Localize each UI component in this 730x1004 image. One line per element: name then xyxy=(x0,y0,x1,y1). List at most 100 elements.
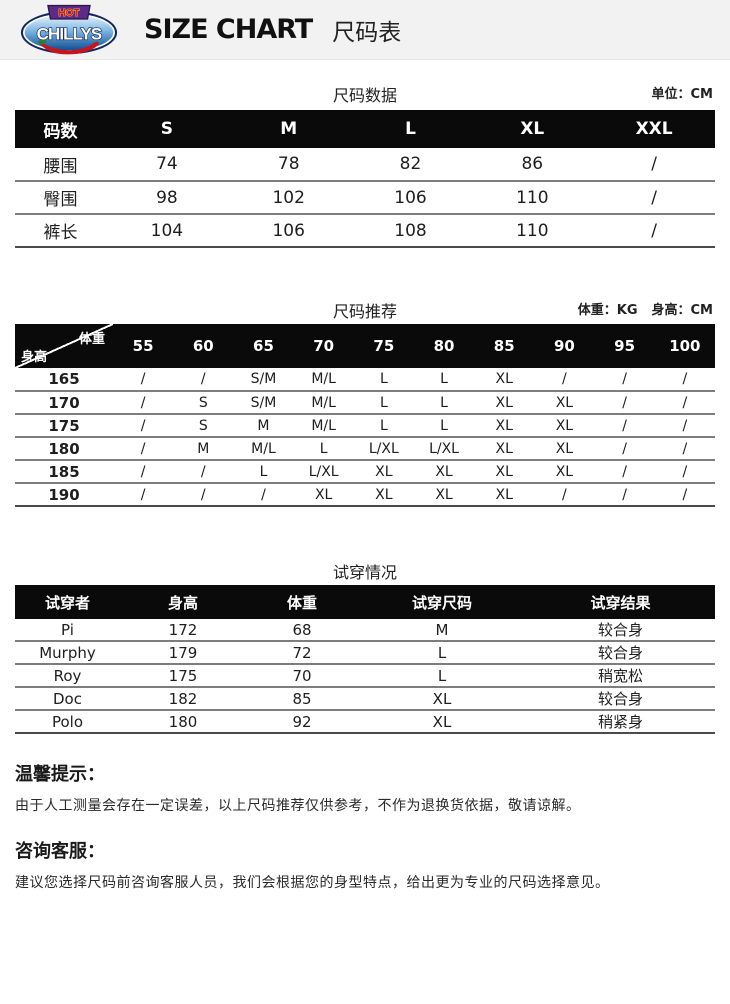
fitting-table-body: Pi 172 68 M 较合身 Murphy 179 72 L 较合身 Roy 175 70 L 稍宽松 Do… xyxy=(15,619,715,733)
recommend-size-cell: L xyxy=(379,371,388,387)
notes-section: 温馨提示： 由于人工测量会存在一定误差，以上尺码推荐仅供参考，不作为退换货依据，… xyxy=(15,760,715,892)
measure-value-cell: 98 xyxy=(156,187,178,208)
weight-column-header: 90 xyxy=(534,324,595,368)
recommend-size-cell: XL xyxy=(555,417,574,434)
measure-value-cell: 106 xyxy=(272,220,305,241)
table-row: Pi 172 68 M 较合身 xyxy=(15,619,715,641)
fitting-value-cell: L xyxy=(437,666,447,685)
table-row: Polo 180 92 XL 稍紧身 xyxy=(15,710,715,733)
fitting-section: 试穿情况 试穿者 身高 体重 试穿尺码 试穿结果 Pi 172 68 M 较合身 Murphy 17… xyxy=(15,559,715,734)
table-row: 175 / S M M/L L L XL XL / / xyxy=(15,414,715,437)
recommend-size-cell: M/L xyxy=(311,417,336,434)
height-label: 175 xyxy=(48,416,80,435)
recommend-size-cell: L/XL xyxy=(308,463,339,480)
recommend-size-cell: M/L xyxy=(251,440,276,457)
recommend-size-cell: L xyxy=(440,371,448,387)
fitting-value-cell: 72 xyxy=(292,643,312,662)
consult-service-heading: 咨询客服： xyxy=(15,841,105,862)
fitting-table: 试穿者 身高 体重 试穿尺码 试穿结果 Pi 172 68 M 较合身 Murphy 179 72 L 较… xyxy=(15,585,715,734)
recommend-size-cell: XL xyxy=(555,394,574,411)
fitting-value-cell: 稍宽松 xyxy=(597,667,643,685)
fitting-value-cell: 175 xyxy=(168,666,198,685)
measure-value-cell: 106 xyxy=(394,187,427,208)
fitting-value-cell: 68 xyxy=(292,620,312,639)
recommend-size-cell: / xyxy=(622,440,627,457)
recommend-size-cell: XL xyxy=(555,440,574,457)
recommend-size-cell: / xyxy=(682,417,688,434)
size-column-header: XXL xyxy=(593,110,715,148)
fitting-value-cell: Murphy xyxy=(39,643,96,662)
weight-column-header: 60 xyxy=(173,324,234,368)
table-row: 165 / / S/M M/L L L XL / / / xyxy=(15,368,715,391)
consult-service-block: 咨询客服： 建议您选择尺码前咨询客服人员，我们会根据您的身型特点，给出更为专业的… xyxy=(15,837,715,892)
table-row: 180 / M M/L L L/XL L/XL XL XL / / xyxy=(15,437,715,460)
recommend-size-cell: XL xyxy=(495,440,513,457)
weight-column-header: 70 xyxy=(293,324,354,368)
height-label: 165 xyxy=(48,370,80,388)
size-column-header: 码数 xyxy=(15,110,106,148)
fitting-value-cell: 180 xyxy=(168,712,198,731)
recommend-size-cell: M/L xyxy=(311,371,336,387)
size-data-title: 尺码数据 xyxy=(332,86,397,105)
size-column-header: S xyxy=(106,110,228,148)
chili-stem-icon xyxy=(37,38,48,44)
recommend-size-cell: XL xyxy=(375,463,393,480)
size-recommend-unit-label: 体重：KG 身高：CM xyxy=(578,299,713,318)
warm-tip-heading: 温馨提示： xyxy=(15,764,105,785)
recommend-size-cell: S xyxy=(198,394,208,411)
measure-value-cell: 102 xyxy=(272,187,305,208)
header-row: 试穿者 身高 体重 试穿尺码 试穿结果 xyxy=(15,585,715,619)
measure-value-cell: 108 xyxy=(394,220,427,241)
recommend-size-cell: / xyxy=(622,463,627,480)
table-row: 190 / / / XL XL XL XL / / / xyxy=(15,483,715,506)
table-row: Doc 182 85 XL 较合身 xyxy=(15,687,715,710)
warm-tip-block: 温馨提示： 由于人工测量会存在一定误差，以上尺码推荐仅供参考，不作为退换货依据，… xyxy=(15,760,715,815)
fitting-column-header: 身高 xyxy=(120,585,246,619)
fitting-value-cell: 92 xyxy=(292,712,312,731)
recommend-size-cell: / xyxy=(200,371,206,387)
size-recommend-section: 尺码推荐 体重：KG 身高：CM 体重 身高 55 60 65 70 75 80 85 90 95… xyxy=(15,298,715,507)
recommend-size-cell: M/L xyxy=(311,394,336,411)
weight-column-header: 100 xyxy=(654,324,715,368)
fitting-value-cell: 85 xyxy=(292,689,312,708)
measure-value-cell: 104 xyxy=(150,220,184,241)
recommend-size-cell: L xyxy=(259,463,268,480)
table-row: Murphy 179 72 L 较合身 xyxy=(15,641,715,664)
recommend-size-cell: / xyxy=(622,417,627,434)
table-row: 185 / / L L/XL XL XL XL XL / / xyxy=(15,460,715,483)
recommend-size-cell: / xyxy=(682,486,688,503)
fitting-value-cell: Pi xyxy=(61,620,74,639)
fitting-value-cell: Roy xyxy=(53,666,82,685)
measure-label: 臀围 xyxy=(43,190,78,210)
recommend-size-cell: / xyxy=(140,486,146,503)
recommend-size-cell: XL xyxy=(314,486,333,503)
fitting-table-head: 试穿者 身高 体重 试穿尺码 试穿结果 xyxy=(15,585,715,619)
size-data-head: 尺码数据 单位：CM xyxy=(15,82,715,105)
measure-value-cell: 82 xyxy=(399,154,422,174)
recommend-size-cell: L xyxy=(319,440,328,457)
header-row: 码数 S M L XL XXL xyxy=(15,110,715,148)
consult-service-body: 建议您选择尺码前咨询客服人员，我们会根据您的身型特点，给出更为专业的尺码选择意见… xyxy=(15,875,610,891)
logo-chillys-text: CHILLYS xyxy=(37,24,102,43)
size-recommend-table-body: 165// S/M M/L L L XL / //170/S S/M M/L L L XL XL //175… xyxy=(15,368,715,506)
fitting-value-cell: L xyxy=(437,643,447,662)
size-data-table: 码数 S M L XL XXL 腰围 74 78 82 86 / 臀围 98 102 106 110 / 裤长 10… xyxy=(15,110,715,248)
recommend-size-cell: / xyxy=(140,417,146,434)
brand-bar: HOT CHILLYS SIZE CHART 尺码表 xyxy=(0,0,730,60)
size-column-header: M xyxy=(227,110,350,148)
measure-label: 裤长 xyxy=(43,223,78,243)
recommend-size-cell: XL xyxy=(495,486,513,503)
measure-value-cell: / xyxy=(651,220,657,241)
fitting-value-cell: XL xyxy=(432,689,452,708)
recommend-size-cell: L xyxy=(379,394,388,411)
weight-column-header: 75 xyxy=(353,324,414,368)
recommend-size-cell: M xyxy=(197,440,210,457)
fitting-value-cell: M xyxy=(435,620,449,639)
logo-hot-text: HOT xyxy=(58,8,80,19)
size-column-header: XL xyxy=(471,110,594,148)
measure-value-cell: 74 xyxy=(156,154,178,174)
recommend-size-cell: / xyxy=(200,463,206,480)
hot-chillys-logo-icon: HOT CHILLYS xyxy=(20,4,118,54)
fitting-value-cell: 较合身 xyxy=(597,621,643,639)
table-row: 腰围 74 78 82 86 / xyxy=(15,148,715,181)
